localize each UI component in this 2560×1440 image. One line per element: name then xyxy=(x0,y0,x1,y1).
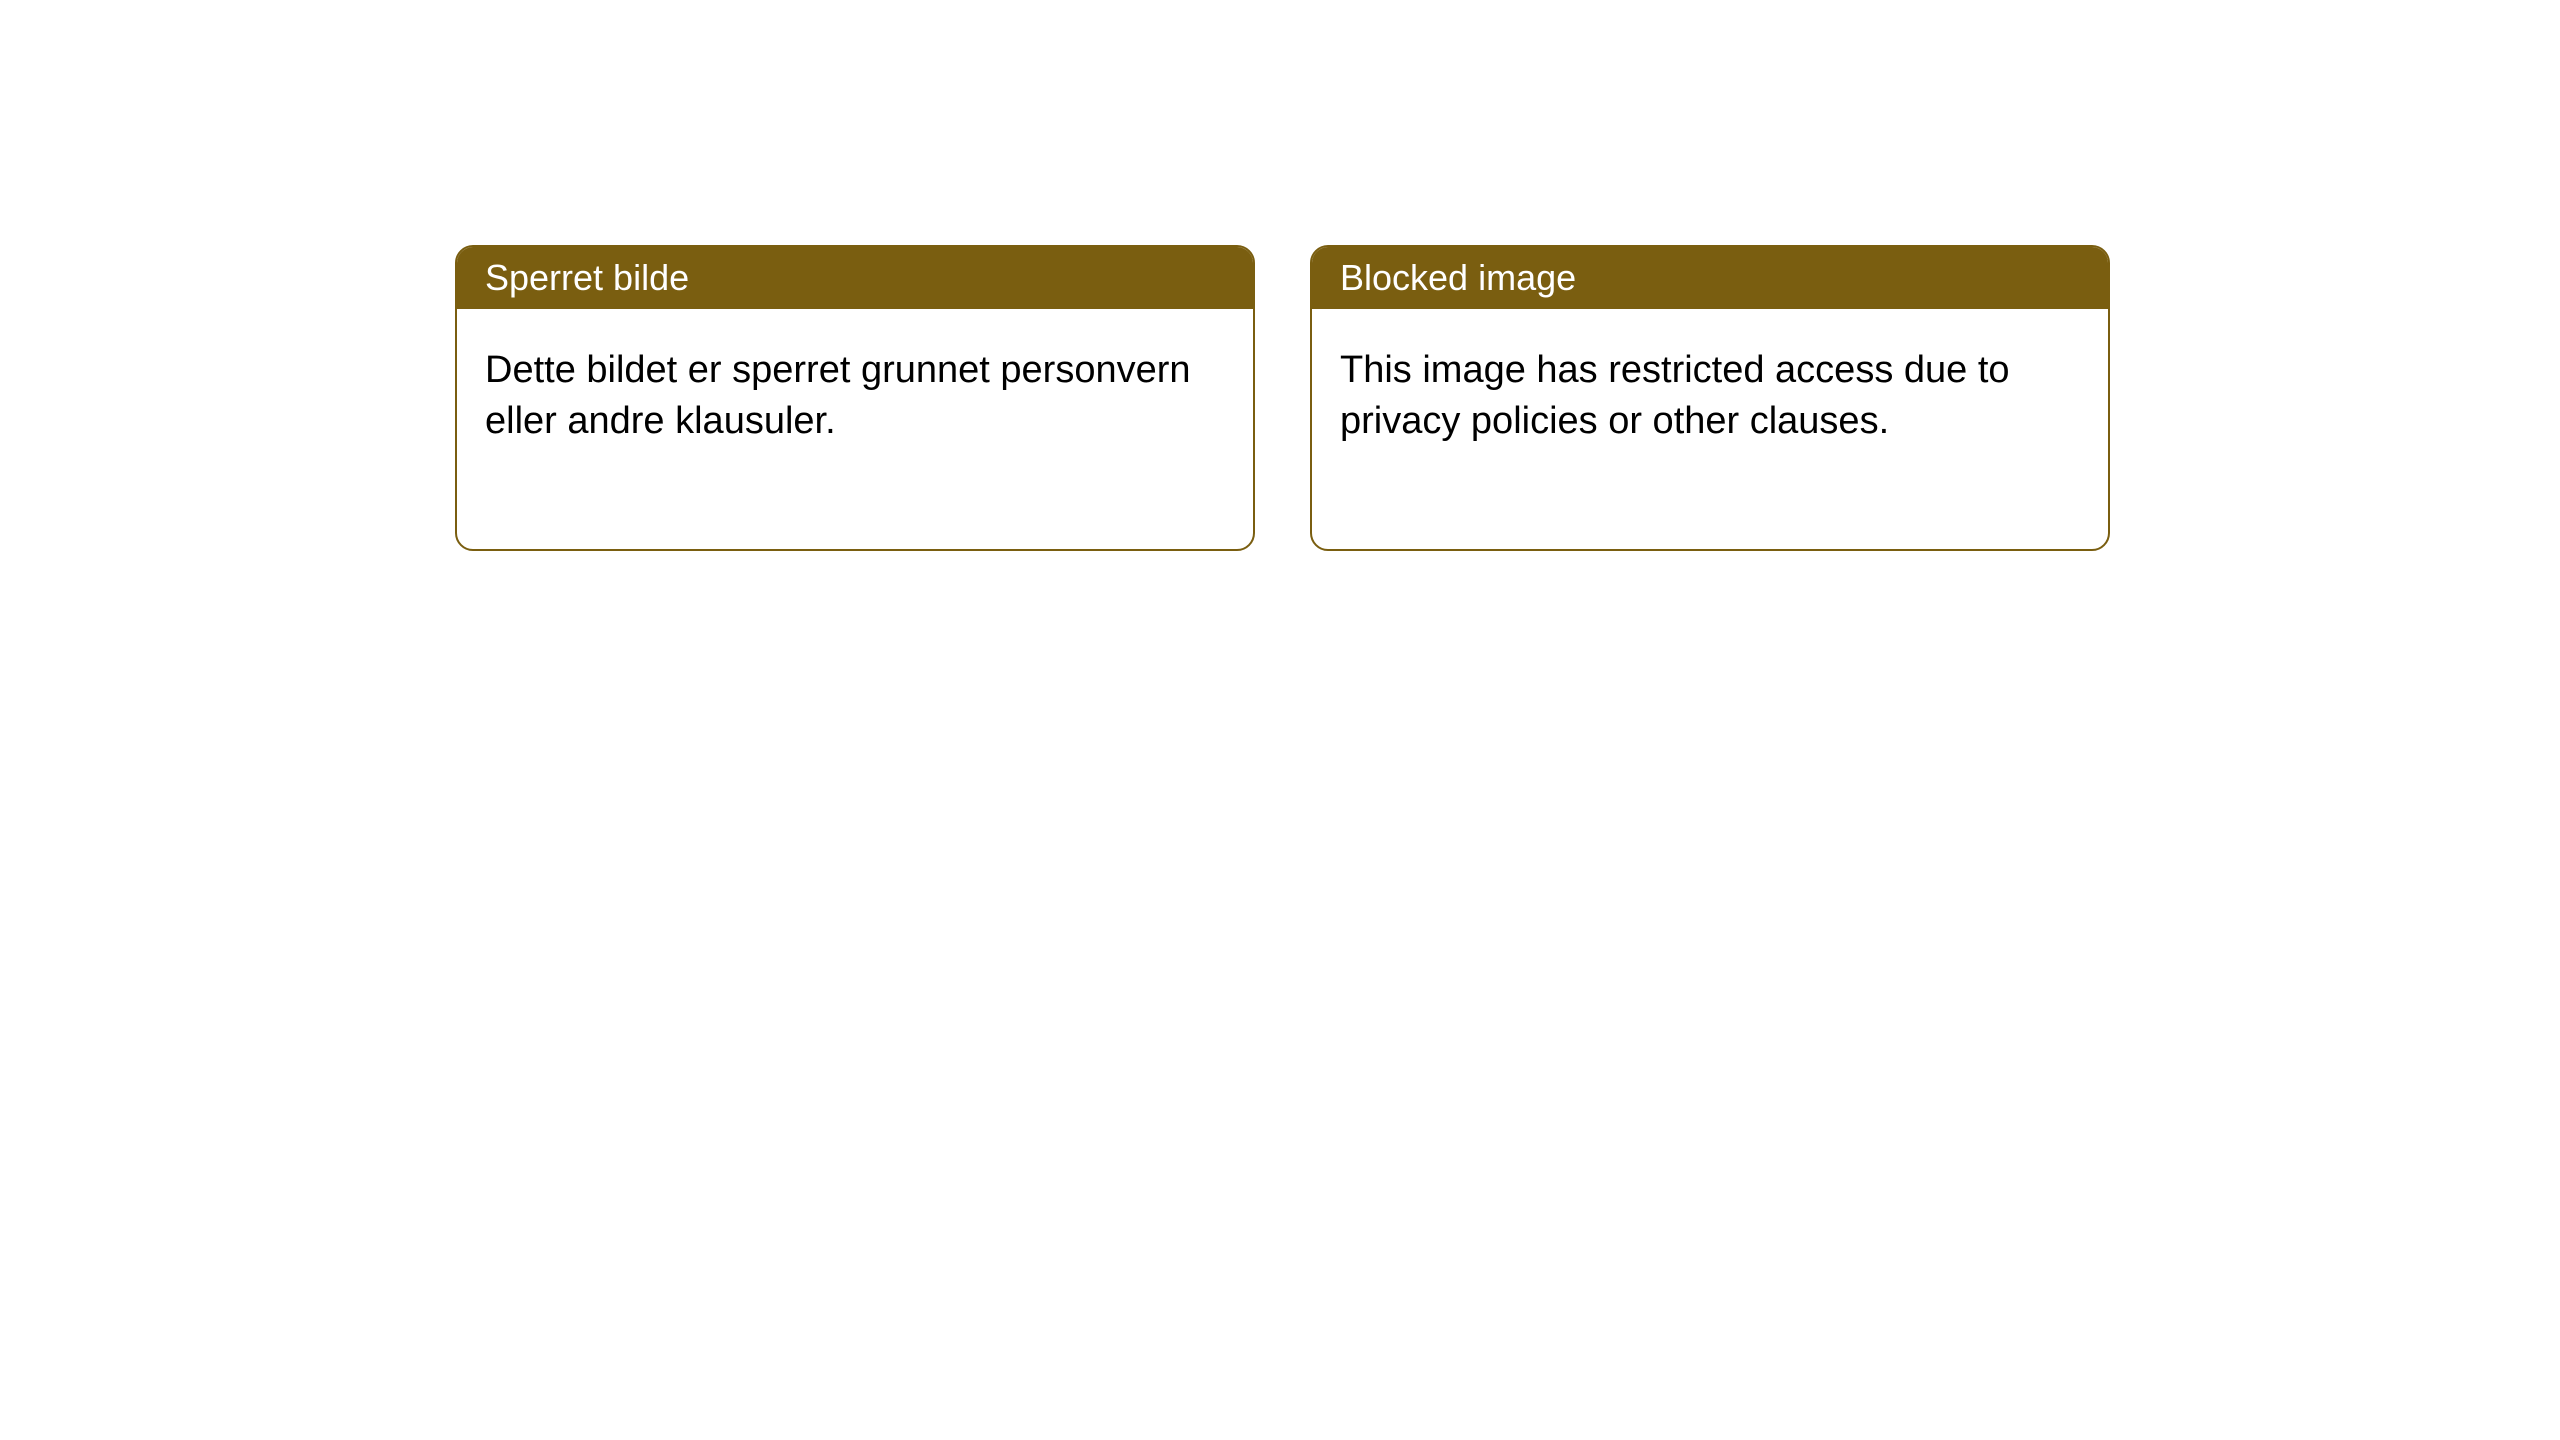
notice-body-english: This image has restricted access due to … xyxy=(1312,309,2108,549)
notice-box-norwegian: Sperret bilde Dette bildet er sperret gr… xyxy=(455,245,1255,551)
notice-title-english: Blocked image xyxy=(1340,257,1576,298)
notice-message-english: This image has restricted access due to … xyxy=(1340,349,2010,442)
notice-body-norwegian: Dette bildet er sperret grunnet personve… xyxy=(457,309,1253,549)
notice-box-english: Blocked image This image has restricted … xyxy=(1310,245,2110,551)
notice-container: Sperret bilde Dette bildet er sperret gr… xyxy=(0,0,2560,551)
notice-title-norwegian: Sperret bilde xyxy=(485,257,689,298)
notice-message-norwegian: Dette bildet er sperret grunnet personve… xyxy=(485,349,1191,442)
notice-header-norwegian: Sperret bilde xyxy=(457,247,1253,309)
notice-header-english: Blocked image xyxy=(1312,247,2108,309)
